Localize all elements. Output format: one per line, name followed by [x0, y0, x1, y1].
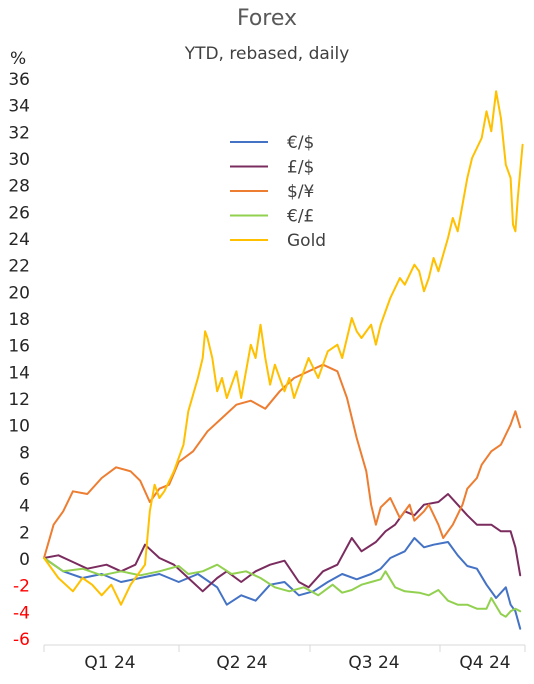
y-tick-label: 34 [8, 97, 30, 117]
y-tick-label: 16 [8, 337, 30, 357]
y-tick-label: 10 [8, 417, 30, 437]
y-tick-label: 24 [8, 230, 30, 250]
series-line [43, 363, 522, 559]
y-tick-label: 30 [8, 150, 30, 170]
x-tick-label: Q2 24 [216, 653, 267, 673]
legend: €/$ £/$ $/¥ €/£ Gold [230, 133, 326, 251]
y-tick-label: 32 [8, 123, 30, 143]
y-tick-label: 26 [8, 203, 30, 223]
y-tick-label: 2 [19, 523, 30, 543]
y-tick-label: 12 [8, 390, 30, 410]
chart-title: Forex [236, 6, 298, 31]
y-tick-label: 28 [8, 177, 30, 197]
y-tick-label: 4 [19, 497, 30, 517]
series-line [43, 557, 522, 618]
series-line [43, 493, 522, 593]
y-tick-label: -2 [13, 577, 30, 597]
y-tick-label: -6 [13, 630, 30, 650]
chart-subtitle: YTD, rebased, daily [184, 44, 350, 64]
series-line [43, 537, 522, 630]
y-tick-label: 6 [19, 470, 30, 490]
y-tick-label: 22 [8, 257, 30, 277]
x-tick-label: Q4 24 [459, 653, 510, 673]
y-tick-label: 8 [19, 443, 30, 463]
x-tick-label: Q3 24 [348, 653, 399, 673]
legend-label: €/$ [287, 133, 314, 153]
y-tick-label: 18 [8, 310, 30, 330]
y-tick-label: -4 [13, 603, 30, 623]
series-line [43, 90, 524, 606]
x-axis-ticks: Q1 24 Q2 24 Q3 24 Q4 24 [43, 645, 526, 673]
legend-label: £/$ [287, 158, 314, 178]
y-tick-label: 20 [8, 283, 30, 303]
x-tick-label: Q1 24 [84, 653, 135, 673]
legend-label: $/¥ [287, 182, 315, 202]
y-tick-label: 14 [8, 363, 30, 383]
series-lines [43, 90, 524, 630]
y-tick-label: 36 [8, 70, 30, 90]
legend-label: Gold [287, 231, 326, 251]
y-axis-unit-label: % [10, 49, 26, 69]
legend-label: €/£ [287, 207, 314, 227]
y-tick-label: 0 [19, 550, 30, 570]
